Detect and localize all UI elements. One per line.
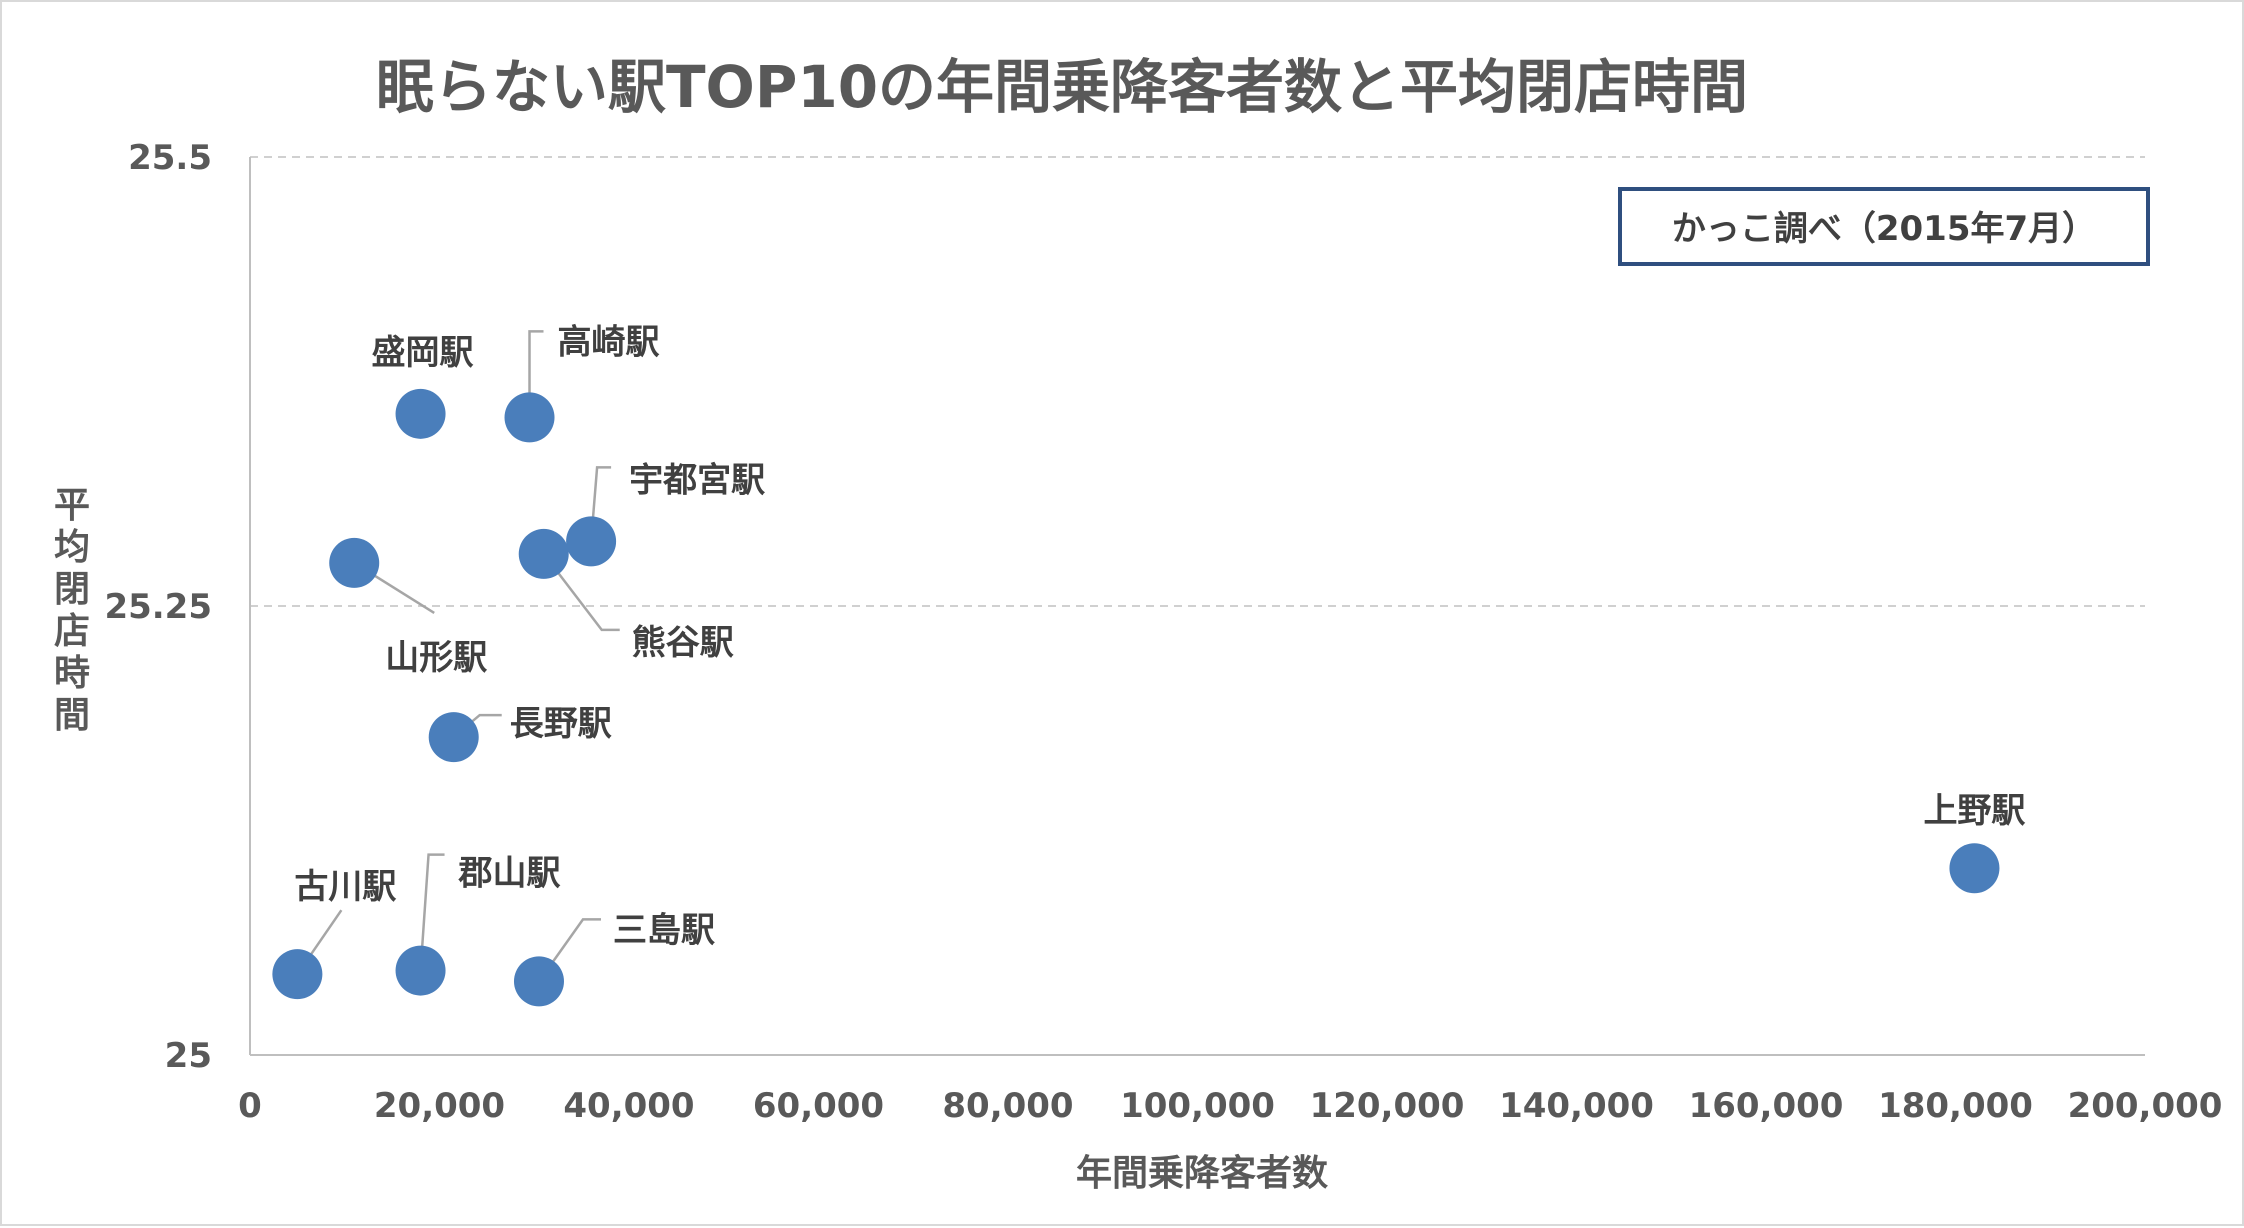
y-axis-title: 平均閉店時間 [54,485,90,736]
axes [249,157,2145,1056]
x-tick-label: 120,000 [1310,1086,1465,1126]
x-tick-label: 100,000 [1120,1086,1275,1126]
x-tick-label: 20,000 [374,1086,505,1126]
leader-line [419,853,445,971]
y-tick-label: 25.25 [104,587,212,627]
leader-lines [296,330,620,983]
x-tick-label: 0 [238,1086,262,1126]
y-tick-labels: 25 25.25 25.5 [104,138,212,1076]
data-point [395,388,446,439]
point-label: 高崎駅 [558,322,660,362]
data-point [395,945,446,996]
gridlines [250,156,2145,607]
point-label: 宇都宮駅 [629,460,765,500]
data-point [566,516,617,567]
point-label: 古川駅 [294,867,396,907]
y-tick-label: 25 [165,1036,212,1076]
data-point [1949,843,2000,894]
y-tick-label: 25.5 [128,138,212,178]
x-tick-label: 140,000 [1499,1086,1654,1126]
x-axis-title: 年間乗降客者数 [1076,1153,1328,1194]
chart-title: 眠らない駅TOP10の年間乗降客者数と平均閉店時間 [376,53,1748,121]
x-tick-label: 80,000 [942,1086,1073,1126]
x-tick-label: 40,000 [563,1086,694,1126]
annotation-text: かっこ調べ（2015年7月） [1672,209,2096,249]
point-label: 熊谷駅 [632,623,734,663]
point-label: 三島駅 [613,910,715,950]
data-point [504,392,555,443]
point-label: 長野駅 [510,704,612,744]
data-points [272,388,2000,1007]
data-point [428,712,479,763]
annotation-border [1618,187,2150,266]
data-point [272,949,323,1000]
data-point [513,956,564,1007]
point-label: 盛岡駅 [372,333,474,373]
data-point [518,528,569,579]
x-tick-label: 200,000 [2068,1086,2223,1126]
leader-line [528,330,544,416]
leader-line [542,553,620,632]
point-label: 郡山駅 [458,854,561,894]
point-label: 上野駅 [1923,791,2025,831]
x-tick-label: 60,000 [753,1086,884,1126]
x-tick-label: 180,000 [1878,1086,2033,1126]
point-label: 山形駅 [385,638,487,678]
x-tick-label: 160,000 [1689,1086,1844,1126]
x-tick-labels: 0 20,000 40,000 60,000 80,000 100,000 120,000 1… [238,1086,2222,1126]
leader-line [537,918,601,983]
annotation-box: かっこ調べ（2015年7月） [1618,187,2150,266]
data-point [329,537,380,588]
